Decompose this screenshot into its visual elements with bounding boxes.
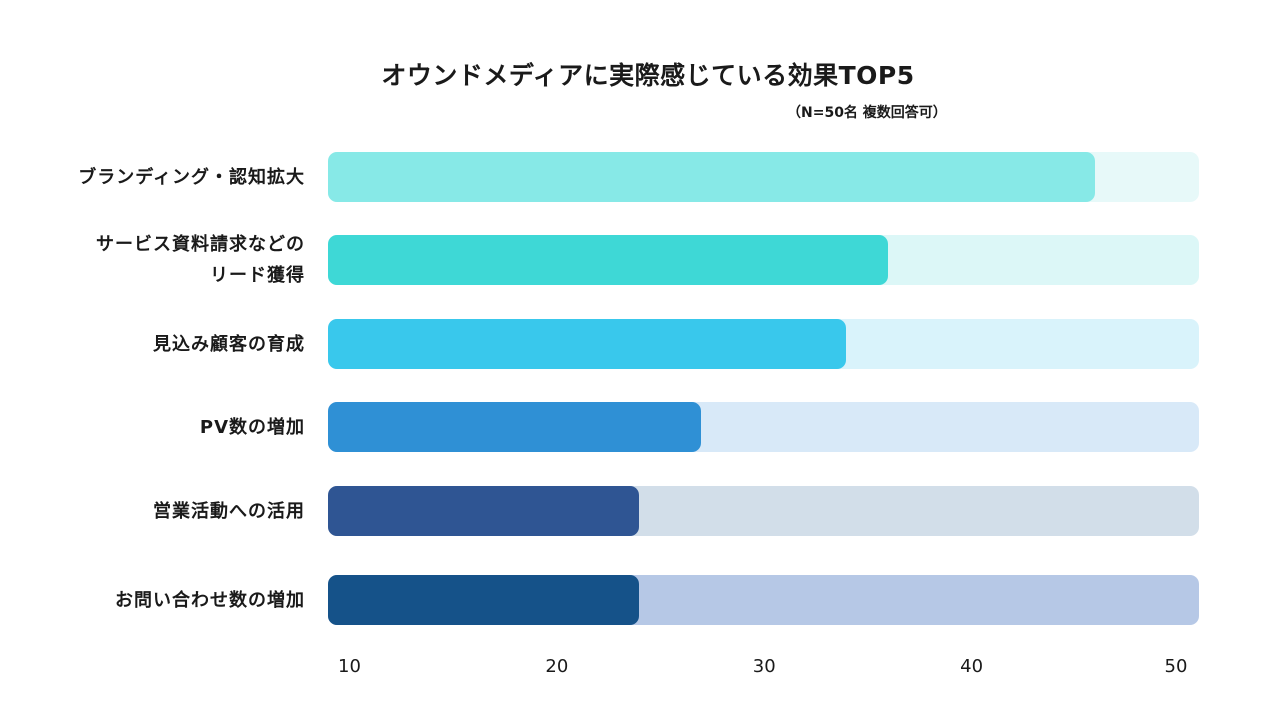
category-label: サービス資料請求などのリード獲得 — [5, 229, 305, 291]
category-label-line: ブランディング・認知拡大 — [78, 166, 305, 188]
category-label-line: リード獲得 — [210, 265, 305, 286]
bar — [328, 235, 888, 285]
bar — [328, 575, 640, 625]
category-label: 見込み顧客の育成 — [5, 329, 305, 360]
category-label-line: サービス資料請求などの — [96, 234, 305, 255]
x-tick-label: 50 — [1164, 656, 1188, 677]
category-label-line: お問い合わせ数の増加 — [115, 589, 305, 611]
bar — [328, 402, 702, 452]
category-label: お問い合わせ数の増加 — [5, 585, 305, 616]
x-tick-label: 30 — [752, 656, 776, 677]
category-label: 営業活動への活用 — [5, 496, 305, 527]
x-tick-label: 10 — [338, 656, 361, 677]
category-label-line: PV数の増加 — [199, 416, 305, 438]
category-label: ブランディング・認知拡大 — [5, 162, 305, 193]
category-label-line: 営業活動への活用 — [153, 500, 305, 522]
bar — [328, 486, 640, 536]
x-tick-label: 20 — [545, 656, 569, 677]
category-label-line: 見込み顧客の育成 — [153, 333, 305, 355]
bar — [328, 152, 1096, 202]
x-tick-label: 40 — [960, 656, 984, 677]
chart-title: オウンドメディアに実際感じている効果TOP5 — [381, 61, 915, 90]
chart-subtitle: （N=50名 複数回答可） — [787, 105, 947, 121]
bar — [328, 319, 847, 369]
category-label: PV数の増加 — [5, 412, 305, 443]
